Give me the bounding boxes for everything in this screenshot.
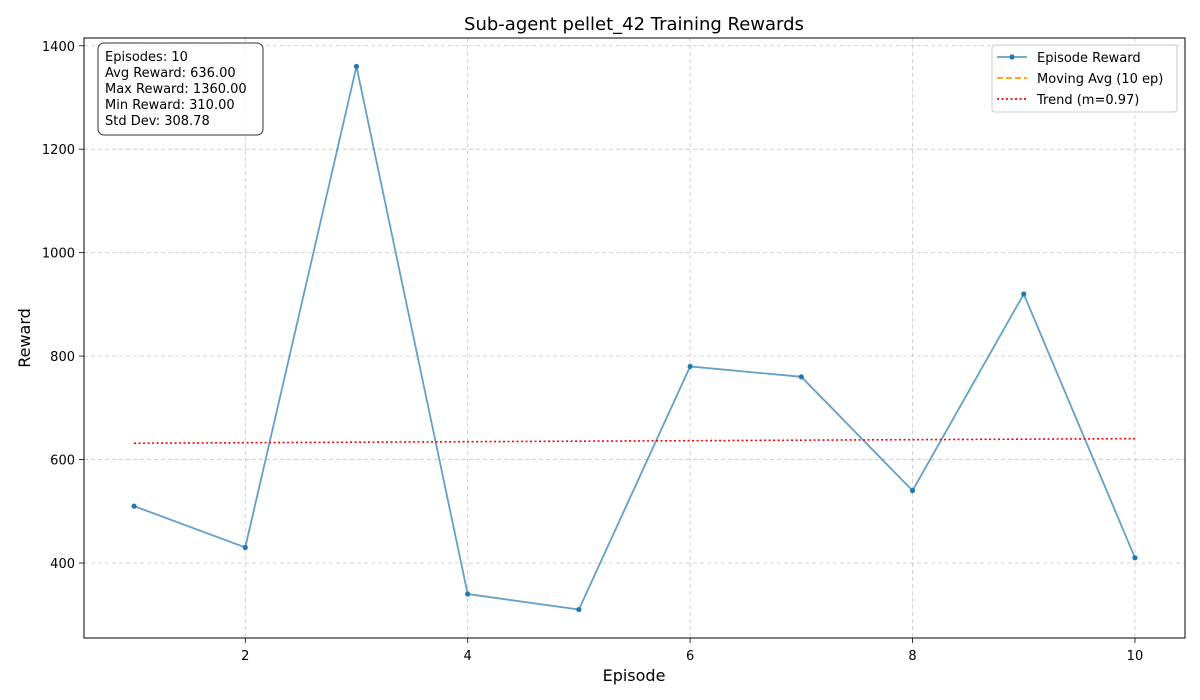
x-tick-label: 2 (241, 649, 249, 664)
episode-reward-line (133, 66, 1136, 611)
y-axis-label: Reward (15, 308, 34, 368)
stats-line: Min Reward: 310.00 (105, 98, 235, 113)
data-point (465, 591, 471, 597)
x-tick-label: 10 (1127, 649, 1144, 664)
data-point (687, 363, 693, 370)
x-axis: 2 4 6 8 10 (241, 638, 1143, 664)
legend-label: Moving Avg (10 ep) (1037, 72, 1163, 87)
trend-line (134, 437, 1135, 445)
data-point (798, 374, 804, 380)
x-tick-label: 6 (686, 649, 694, 664)
y-tick-label: 800 (50, 350, 75, 365)
data-point (909, 487, 916, 494)
chart-title: Sub-agent pellet_42 Training Rewards (464, 14, 804, 35)
stats-line: Std Dev: 308.78 (105, 114, 210, 129)
stats-box-frame (97, 42, 264, 136)
stats-line: Episodes: 10 (105, 50, 188, 65)
y-tick-label: 1000 (42, 247, 75, 262)
data-point (131, 503, 137, 509)
y-tick-label: 400 (50, 557, 75, 572)
y-tick-label: 1200 (42, 143, 75, 158)
y-tick-label: 600 (50, 454, 75, 469)
data-point (576, 606, 582, 613)
data-point (242, 544, 248, 551)
stats-line: Avg Reward: 636.00 (105, 66, 236, 81)
x-tick-label: 8 (908, 649, 916, 664)
x-tick-label: 4 (464, 649, 472, 664)
legend-frame (991, 44, 1178, 113)
y-axis: 400 600 800 1000 1200 1400 (42, 40, 84, 572)
y-tick-label: 1400 (42, 40, 75, 55)
grid (84, 38, 1185, 638)
data-point (1132, 555, 1138, 561)
data-point (353, 63, 360, 70)
legend-marker (1009, 54, 1015, 60)
stats-line: Max Reward: 1360.00 (105, 82, 247, 97)
data-point (1021, 291, 1027, 297)
legend-label: Trend (m=0.97) (1036, 93, 1139, 108)
plot-frame (83, 37, 1186, 639)
x-axis-label: Episode (603, 666, 666, 685)
series-layer (131, 63, 1138, 613)
legend-label: Episode Reward (1037, 51, 1141, 66)
legend: Episode Reward Moving Avg (10 ep) Trend (m… (991, 44, 1178, 113)
